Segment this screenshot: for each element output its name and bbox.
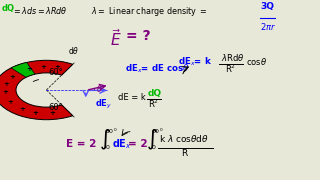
Text: $2\pi r$: $2\pi r$ <box>260 21 276 32</box>
Text: R: R <box>181 149 187 158</box>
Text: 60$^0$: 60$^0$ <box>105 126 117 136</box>
Text: 0: 0 <box>152 145 156 150</box>
Text: $= \lambda ds = \lambda Rd\theta$: $= \lambda ds = \lambda Rd\theta$ <box>12 4 68 15</box>
Text: +: + <box>20 106 26 112</box>
Text: $\lambda$Rd$\theta$: $\lambda$Rd$\theta$ <box>221 52 244 64</box>
Wedge shape <box>0 60 73 120</box>
Text: +: + <box>2 89 8 95</box>
Text: +: + <box>26 66 32 72</box>
Text: 60°: 60° <box>48 103 63 112</box>
Text: R$^2$: R$^2$ <box>225 62 236 75</box>
Text: k $\lambda$ cos$\theta$d$\theta$: k $\lambda$ cos$\theta$d$\theta$ <box>159 133 209 145</box>
Text: R$^2$: R$^2$ <box>148 97 160 110</box>
Text: +: + <box>54 64 60 70</box>
Text: 60°: 60° <box>48 68 63 77</box>
Text: dE$_y$: dE$_y$ <box>95 98 113 111</box>
Text: d$\theta$: d$\theta$ <box>68 45 79 56</box>
Text: $\int$: $\int$ <box>99 127 111 152</box>
Text: +: + <box>9 74 15 80</box>
Text: +: + <box>40 64 46 70</box>
Text: $\lambda=$ Linear charge density $=$: $\lambda=$ Linear charge density $=$ <box>91 4 208 17</box>
Text: $\int$: $\int$ <box>146 127 158 152</box>
Text: +: + <box>49 110 55 116</box>
Text: $\theta$: $\theta$ <box>96 83 102 94</box>
Text: +: + <box>7 99 13 105</box>
Text: 60$^0$: 60$^0$ <box>151 126 164 136</box>
Wedge shape <box>11 62 35 77</box>
Text: dE = k: dE = k <box>118 93 146 102</box>
Text: dQ: dQ <box>148 89 162 98</box>
Text: = 2: = 2 <box>128 139 148 149</box>
Text: $\vec{E}$: $\vec{E}$ <box>110 28 122 49</box>
Text: +: + <box>3 81 9 87</box>
Text: dQ: dQ <box>2 4 15 14</box>
Text: +: + <box>33 110 39 116</box>
Text: E = 2: E = 2 <box>66 139 96 149</box>
Text: dE$_x$= k: dE$_x$= k <box>178 55 212 68</box>
Text: cos$\theta$: cos$\theta$ <box>246 56 267 68</box>
Text: 3Q: 3Q <box>261 2 275 11</box>
Text: = ?: = ? <box>126 29 151 43</box>
Text: dE$_x$: dE$_x$ <box>112 137 132 151</box>
Text: dE$_x$= dE cos$\theta$: dE$_x$= dE cos$\theta$ <box>125 62 189 75</box>
Text: 0: 0 <box>106 145 109 150</box>
